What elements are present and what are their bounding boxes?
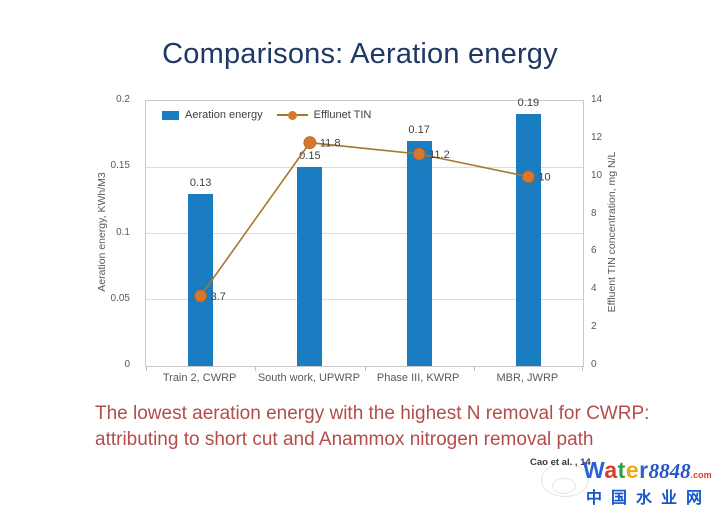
brand-number: 8848	[648, 459, 691, 483]
caption: The lowest aeration energy with the high…	[95, 401, 655, 453]
citation: Cao et al. , 14	[530, 457, 591, 468]
legend-label-effluent-tin: Efflunet TIN	[313, 109, 372, 121]
brand-letter: a	[604, 457, 618, 483]
x-axis-tick	[473, 366, 475, 371]
x-axis-category-label: South work, UPWRP	[257, 372, 360, 384]
tin-value-label: 3.7	[211, 291, 226, 303]
tin-value-label: 11.8	[320, 138, 341, 150]
left-axis-tick-label: 0	[124, 359, 130, 370]
legend-label-aeration-energy: Aeration energy	[185, 109, 263, 121]
right-axis-tick-label: 10	[591, 169, 603, 181]
x-axis-tick	[582, 366, 583, 371]
right-axis-tick-label: 14	[591, 94, 603, 105]
brand-letter: r	[639, 457, 649, 483]
caption-line-1: The lowest aeration energy with the high…	[95, 403, 650, 424]
tin-marker	[194, 289, 208, 303]
caption-line-2: attributing to short cut and Anammox nit…	[95, 429, 594, 450]
legend-line-swatch-icon	[276, 110, 308, 120]
bar	[297, 167, 323, 366]
right-axis-tick-label: 12	[591, 131, 603, 143]
right-axis-tick-label: 6	[591, 245, 597, 257]
gridline	[146, 299, 583, 301]
left-axis-title: Aeration energy, KWh/M3	[96, 172, 108, 292]
legend-line-segment	[296, 114, 308, 116]
tin-line-layer: 3.7 11.8 11.2 10	[194, 136, 551, 303]
tin-marker	[412, 147, 426, 161]
bar-value-label: 0.17	[408, 123, 430, 136]
brand-letter: t	[617, 457, 626, 483]
chinese-site-name: 中国水业网	[586, 490, 712, 507]
legend-bar-swatch-icon	[162, 110, 179, 120]
brand-letter: e	[625, 457, 640, 483]
right-axis-tick-label: 2	[591, 321, 597, 333]
gridlines	[146, 101, 583, 366]
bars: 0.13 0.15 0.17 0.19	[146, 97, 583, 366]
x-axis-tick	[255, 366, 257, 371]
bar	[406, 140, 432, 366]
faint-doodle-icon	[552, 478, 576, 494]
brand-tld: .com	[690, 470, 712, 480]
bar-value-label: 0.19	[517, 97, 540, 110]
bar	[515, 114, 541, 366]
left-axis-tick-label: 0.15	[110, 160, 130, 172]
left-axis-tick-label: 0.2	[116, 94, 130, 105]
water8848-logo: Water8848.com	[583, 457, 712, 484]
chart-legend: Aeration energy Efflunet TIN	[162, 109, 371, 121]
x-axis-category-label: Phase III, KWRP	[376, 372, 460, 384]
bar	[188, 193, 214, 366]
bar-value-label: 0.13	[189, 176, 212, 189]
right-axis-tick-label: 4	[591, 283, 597, 295]
right-axis-ticks: 14 12 10 8 6 4 2 0	[583, 94, 623, 370]
plot-area: 0.13 0.15 0.17 0.19 3.7 11.8 11.2 10 Aeration …	[145, 97, 584, 371]
x-axis-category-label: Train 2, CWRP	[162, 372, 237, 384]
legend-line-marker-icon	[287, 110, 297, 120]
tin-value-label: 11.2	[429, 149, 450, 161]
x-axis-labels: Train 2, CWRP South work, UPWRP Phase III,…	[145, 372, 582, 388]
gridline	[146, 233, 583, 234]
water-wordmark: Water	[583, 457, 649, 483]
x-axis-tick	[364, 366, 366, 371]
faint-doodle-icon	[541, 463, 589, 497]
slide-title: Comparisons: Aeration energy	[162, 38, 558, 70]
right-axis-tick-label: 0	[591, 359, 597, 370]
tin-marker	[521, 170, 535, 184]
tin-line	[199, 141, 529, 297]
left-axis-tick-label: 0.05	[110, 292, 130, 304]
x-axis-tick	[146, 366, 147, 371]
brand-letter: W	[583, 457, 605, 483]
right-axis-tick-label: 8	[591, 207, 597, 219]
left-axis-ticks: 0.2 0.15 0.1 0.05 0	[90, 94, 138, 370]
tin-value-label: 10	[538, 172, 550, 184]
x-axis-category-label: MBR, JWRP	[496, 372, 559, 384]
legend-line-segment	[276, 114, 288, 116]
gridline	[146, 166, 583, 168]
bar-value-label: 0.15	[299, 150, 321, 163]
left-axis-tick-label: 0.1	[116, 226, 130, 238]
right-axis-title: Effluent TIN concentration, mg N/L	[606, 151, 618, 313]
tin-marker	[303, 136, 317, 150]
